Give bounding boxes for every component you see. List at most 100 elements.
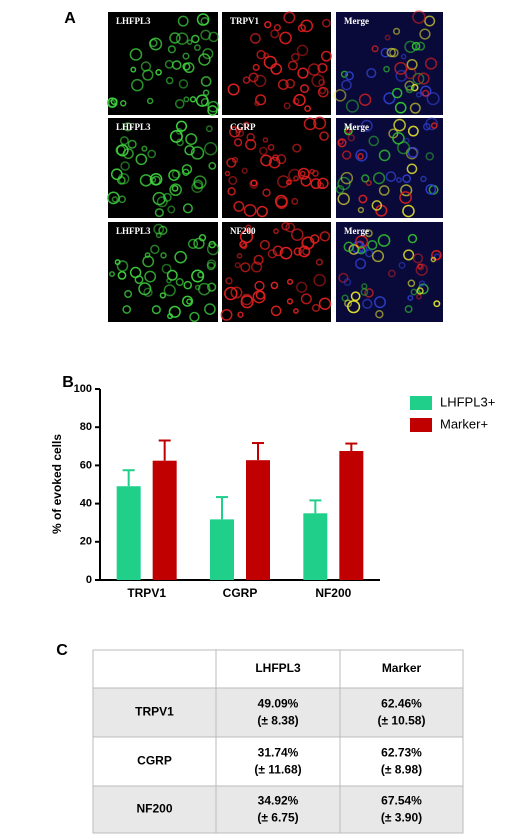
- cell-blob: [207, 105, 218, 116]
- cell-blob: [155, 232, 162, 239]
- table-cell: [339, 687, 464, 738]
- bar: [152, 460, 177, 580]
- cell-blob: [127, 139, 137, 149]
- cell-blob: [296, 281, 308, 293]
- table-value: 67.54%: [381, 794, 422, 808]
- cell-blob: [190, 146, 205, 160]
- cell-blob: [200, 29, 211, 41]
- panel-label: B: [62, 374, 74, 391]
- image-label: Merge: [344, 226, 369, 236]
- table-value: (± 8.98): [381, 763, 422, 777]
- cell-blob: [319, 131, 329, 141]
- cell-blob: [224, 170, 231, 177]
- cell-blob: [360, 288, 369, 296]
- cell-blob: [274, 194, 288, 208]
- cell-blob: [253, 254, 264, 265]
- legend-label: LHFPL3+: [440, 394, 495, 409]
- micrograph: [108, 118, 218, 218]
- cell-blob: [167, 205, 176, 214]
- cell-blob: [268, 156, 281, 169]
- cell-blob: [318, 79, 326, 86]
- image-label: Merge: [344, 16, 369, 26]
- cell-blob: [366, 67, 377, 79]
- cell-blob: [155, 69, 162, 76]
- bar: [246, 460, 270, 580]
- cell-blob: [230, 286, 243, 299]
- cell-blob: [236, 253, 243, 259]
- cell-blob: [424, 15, 436, 27]
- column-header: Marker: [382, 661, 422, 675]
- cell-blob: [168, 169, 180, 181]
- legend-swatch: [410, 418, 432, 432]
- row-header: TRPV1: [135, 705, 174, 719]
- cell-blob: [358, 93, 372, 106]
- bar: [303, 513, 328, 580]
- cell-blob: [293, 247, 302, 256]
- cell-blob: [343, 241, 355, 253]
- cell-blob: [405, 85, 414, 94]
- cell-blob: [403, 249, 415, 261]
- cell-blob: [309, 168, 315, 175]
- cell-blob: [130, 66, 137, 73]
- cell-blob: [407, 233, 418, 244]
- table-value: 49.09%: [258, 697, 299, 711]
- cell-blob: [392, 27, 401, 35]
- cell-blob: [150, 244, 160, 255]
- cell-blob: [198, 234, 207, 242]
- cell-blob: [277, 175, 290, 188]
- table-value: 31.74%: [258, 746, 299, 760]
- cell-blob: [402, 174, 412, 184]
- cell-blob: [313, 116, 327, 130]
- cell-blob: [240, 242, 248, 250]
- cell-blob: [392, 132, 405, 145]
- cell-blob: [433, 300, 441, 308]
- cell-blob: [138, 282, 152, 296]
- cell-blob: [407, 279, 416, 288]
- cell-blob: [193, 175, 207, 189]
- cell-blob: [202, 48, 214, 60]
- cell-blob: [233, 200, 245, 212]
- cell-blob: [286, 298, 294, 305]
- cell-blob: [250, 179, 258, 187]
- cell-blob: [424, 57, 438, 70]
- cell-blob: [298, 245, 311, 258]
- cell-blob: [297, 24, 306, 33]
- cell-blob: [394, 101, 407, 114]
- cell-blob: [194, 44, 201, 51]
- cell-blob: [347, 134, 355, 142]
- cell-blob: [245, 138, 257, 151]
- cell-blob: [111, 196, 119, 203]
- cell-blob: [283, 102, 291, 110]
- cell-blob: [227, 187, 236, 196]
- cell-blob: [418, 280, 426, 287]
- cell-blob: [341, 79, 352, 91]
- cell-blob: [204, 303, 216, 315]
- cell-blob: [240, 293, 253, 306]
- cell-blob: [367, 239, 378, 251]
- cell-blob: [174, 99, 185, 109]
- cell-blob: [404, 67, 417, 80]
- cell-blob: [259, 239, 270, 251]
- cell-blob: [297, 67, 309, 79]
- image-label: TRPV1: [230, 16, 259, 26]
- cell-blob: [360, 119, 373, 132]
- cell-blob: [189, 96, 197, 103]
- cell-blob: [384, 34, 391, 41]
- cell-blob: [186, 298, 193, 305]
- cell-blob: [347, 300, 361, 314]
- image-label: LHFPL3: [116, 122, 151, 132]
- bar: [339, 450, 364, 580]
- cell-blob: [248, 72, 259, 83]
- cell-blob: [404, 40, 417, 54]
- table-cell: [215, 687, 341, 738]
- cell-blob: [313, 273, 326, 287]
- cell-blob: [343, 278, 352, 287]
- y-tick-label: 20: [80, 536, 92, 548]
- cell-blob: [368, 135, 380, 147]
- cell-blob: [335, 185, 345, 194]
- cell-blob: [420, 175, 427, 183]
- cell-blob: [399, 191, 412, 204]
- cell-blob: [131, 78, 144, 92]
- cell-blob: [301, 236, 315, 250]
